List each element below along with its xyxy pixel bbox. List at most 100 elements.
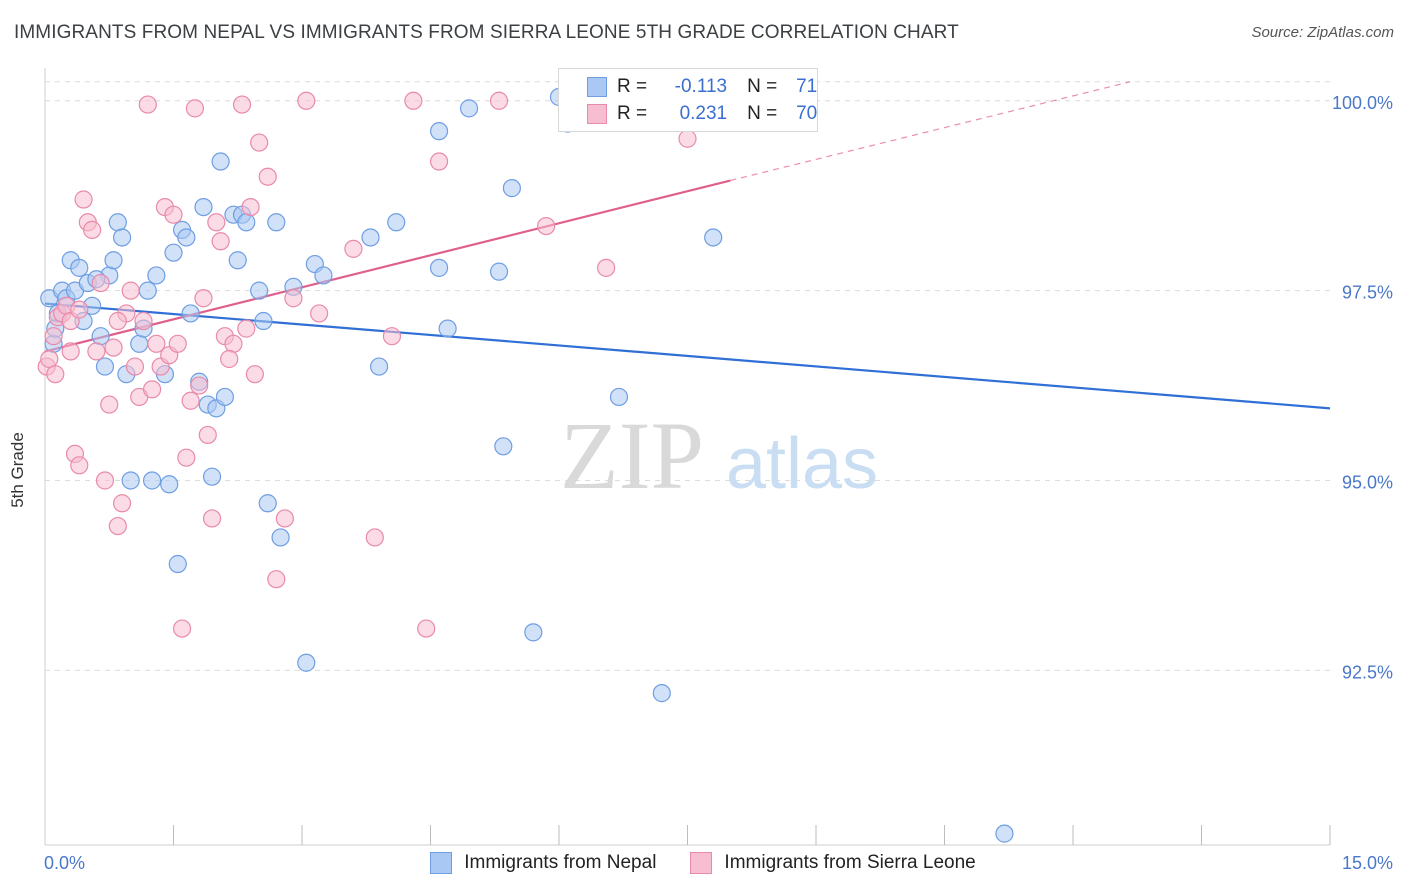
data-point <box>237 213 256 232</box>
legend-row-sierra-leone: R = 0.231 N = 70 <box>559 100 817 128</box>
data-point <box>142 380 162 399</box>
data-point <box>142 471 162 490</box>
trend-line-sierra-leone-extension <box>730 81 1131 182</box>
watermark-atlas: atlas <box>726 424 878 504</box>
data-point <box>271 528 290 547</box>
y-tick-label: 92.5% <box>1342 662 1393 682</box>
watermark-zip: ZIP <box>560 402 704 509</box>
x-tick-label: 15.0% <box>1342 853 1393 873</box>
legend-r-value: 0.231 <box>679 103 728 124</box>
data-point <box>44 327 63 346</box>
data-point <box>70 300 89 319</box>
data-point <box>91 273 110 293</box>
legend-n-value: 70 <box>796 103 818 124</box>
data-point <box>198 425 217 445</box>
data-point <box>310 304 329 323</box>
data-point <box>995 824 1014 843</box>
data-point <box>185 99 205 118</box>
data-point <box>215 387 234 407</box>
legend-n-value: 71 <box>796 76 818 97</box>
data-point <box>228 251 247 270</box>
tick-labels: 100.0% 97.5% 95.0% 92.5% 0.0% 15.0% <box>44 93 1393 873</box>
data-point <box>417 619 436 638</box>
data-point <box>108 213 127 232</box>
data-point <box>74 190 93 209</box>
legend-swatch-nepal <box>430 852 453 874</box>
data-point <box>211 232 230 251</box>
legend-r-label: R = <box>617 103 648 124</box>
data-point <box>678 129 697 148</box>
data-point <box>202 467 222 486</box>
data-point <box>314 266 333 285</box>
legend-r-value: -0.113 <box>674 76 728 97</box>
data-point <box>275 509 294 528</box>
legend-n-label: N = <box>747 103 778 124</box>
data-point <box>232 95 252 114</box>
data-point <box>284 289 303 308</box>
legend-swatch-nepal <box>587 77 607 97</box>
data-point <box>202 509 222 528</box>
legend-item-nepal[interactable]: Immigrants from Nepal <box>430 852 656 874</box>
data-point <box>100 395 119 414</box>
data-point <box>597 258 616 277</box>
legend-swatch-sierra-leone <box>690 852 713 874</box>
data-point <box>502 179 521 198</box>
data-point <box>494 437 513 456</box>
data-point <box>652 684 671 703</box>
data-point <box>40 349 59 369</box>
legend-swatch-sierra-leone <box>587 104 607 124</box>
legend-r-label: R = <box>617 76 648 97</box>
data-point <box>130 334 149 353</box>
legend-row-nepal: R = -0.113 N = 71 <box>559 73 817 101</box>
source-credit: Source: ZipAtlas.com <box>1251 24 1394 41</box>
data-point <box>404 91 423 110</box>
data-point <box>121 471 140 490</box>
series-legend: Immigrants from Nepal Immigrants from Si… <box>0 852 1406 874</box>
stats-legend: R = -0.113 N = 71 R = 0.231 N = 70 <box>558 68 818 132</box>
data-point <box>267 213 286 232</box>
data-point <box>168 334 187 353</box>
x-tick-label: 0.0% <box>44 853 85 873</box>
data-point <box>267 570 286 589</box>
data-point <box>297 653 316 672</box>
data-point <box>429 152 449 171</box>
legend-item-sierra-leone[interactable]: Immigrants from Sierra Leone <box>690 852 976 874</box>
data-point <box>177 448 196 467</box>
series-nepal-points <box>40 87 1014 843</box>
data-point <box>254 311 273 331</box>
data-point <box>194 197 213 217</box>
legend-label-sierra-leone: Immigrants from Sierra Leone <box>724 852 976 873</box>
data-point <box>164 243 183 262</box>
data-point <box>108 516 127 536</box>
data-point <box>429 258 449 277</box>
data-point <box>609 387 629 407</box>
data-point <box>524 623 543 642</box>
data-point <box>108 311 127 331</box>
data-point <box>429 122 449 141</box>
series-sierra-leone-points <box>37 91 697 638</box>
data-point <box>250 281 269 300</box>
data-point <box>537 216 556 236</box>
data-point <box>207 213 226 232</box>
trend-line-sierra-leone <box>44 179 731 353</box>
data-point <box>104 251 123 270</box>
data-point <box>164 205 183 224</box>
gridlines <box>45 81 1330 671</box>
data-point <box>297 91 316 110</box>
legend-label-nepal: Immigrants from Nepal <box>464 852 657 873</box>
watermark: ZIP atlas <box>560 402 878 509</box>
data-point <box>194 289 213 308</box>
data-point <box>220 349 239 369</box>
data-point <box>70 258 89 277</box>
data-point <box>177 228 196 247</box>
data-point <box>258 494 277 513</box>
y-tick-label: 100.0% <box>1332 93 1393 113</box>
data-point <box>224 334 243 353</box>
data-point <box>245 365 264 384</box>
data-point <box>83 220 102 239</box>
data-point <box>489 91 509 110</box>
data-point <box>125 357 145 376</box>
data-point <box>104 338 123 357</box>
data-point <box>459 99 479 118</box>
